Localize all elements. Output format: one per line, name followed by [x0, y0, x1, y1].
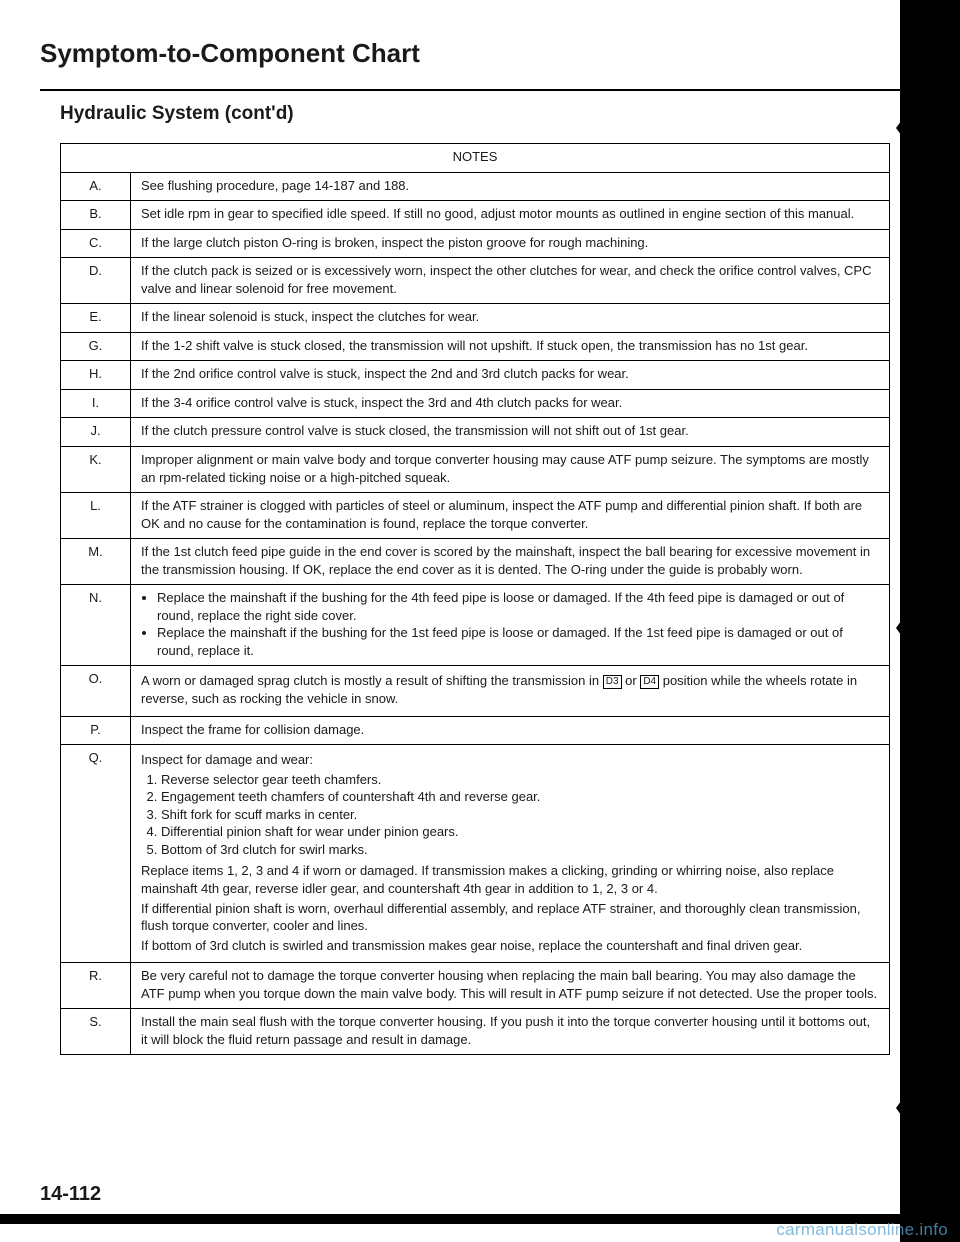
row-letter: A.: [61, 172, 131, 201]
notes-header: NOTES: [61, 144, 890, 173]
row-note: If the clutch pack is seized or is exces…: [131, 258, 890, 304]
row-letter: E.: [61, 304, 131, 333]
binder-tab: [896, 1080, 960, 1136]
binder-edge: [900, 0, 960, 1242]
table-row: S.Install the main seal flush with the t…: [61, 1009, 890, 1055]
table-row: D.If the clutch pack is seized or is exc…: [61, 258, 890, 304]
table-row: M.If the 1st clutch feed pipe guide in t…: [61, 539, 890, 585]
row-letter: L.: [61, 493, 131, 539]
row-note: Be very careful not to damage the torque…: [131, 963, 890, 1009]
row-letter: P.: [61, 716, 131, 745]
table-row: E.If the linear solenoid is stuck, inspe…: [61, 304, 890, 333]
table-row: K.Improper alignment or main valve body …: [61, 447, 890, 493]
row-letter: D.: [61, 258, 131, 304]
page-title: Symptom-to-Component Chart: [40, 38, 930, 77]
row-note: If the 2nd orifice control valve is stuc…: [131, 361, 890, 390]
row-letter: S.: [61, 1009, 131, 1055]
row-letter: H.: [61, 361, 131, 390]
row-note: If the clutch pressure control valve is …: [131, 418, 890, 447]
row-letter: K.: [61, 447, 131, 493]
row-note: If the 1st clutch feed pipe guide in the…: [131, 539, 890, 585]
table-row: Q.Inspect for damage and wear:Reverse se…: [61, 745, 890, 963]
row-letter: N.: [61, 585, 131, 666]
page-number: 14-112: [40, 1183, 101, 1206]
table-row: J.If the clutch pressure control valve i…: [61, 418, 890, 447]
row-note: See flushing procedure, page 14-187 and …: [131, 172, 890, 201]
row-note: Improper alignment or main valve body an…: [131, 447, 890, 493]
table-row: N.Replace the mainshaft if the bushing f…: [61, 585, 890, 666]
row-note: If the linear solenoid is stuck, inspect…: [131, 304, 890, 333]
row-note: Inspect the frame for collision damage.: [131, 716, 890, 745]
table-row: H.If the 2nd orifice control valve is st…: [61, 361, 890, 390]
row-note: If the 3-4 orifice control valve is stuc…: [131, 389, 890, 418]
row-note: Install the main seal flush with the tor…: [131, 1009, 890, 1055]
row-note: If the 1-2 shift valve is stuck closed, …: [131, 332, 890, 361]
title-rule: [40, 89, 930, 91]
gear-symbol: D4: [640, 675, 659, 689]
manual-page: Symptom-to-Component Chart Hydraulic Sys…: [40, 0, 930, 1055]
row-letter: C.: [61, 229, 131, 258]
table-row: B.Set idle rpm in gear to specified idle…: [61, 201, 890, 230]
row-letter: J.: [61, 418, 131, 447]
notes-table: NOTES A.See flushing procedure, page 14-…: [60, 143, 890, 1055]
table-row: O.A worn or damaged sprag clutch is most…: [61, 666, 890, 716]
row-note: Inspect for damage and wear:Reverse sele…: [131, 745, 890, 963]
row-letter: R.: [61, 963, 131, 1009]
table-row: I.If the 3-4 orifice control valve is st…: [61, 389, 890, 418]
row-letter: G.: [61, 332, 131, 361]
row-letter: B.: [61, 201, 131, 230]
row-letter: M.: [61, 539, 131, 585]
row-note: A worn or damaged sprag clutch is mostly…: [131, 666, 890, 716]
row-note: If the large clutch piston O-ring is bro…: [131, 229, 890, 258]
gear-symbol: D3: [603, 675, 622, 689]
row-note: If the ATF strainer is clogged with part…: [131, 493, 890, 539]
table-row: G.If the 1-2 shift valve is stuck closed…: [61, 332, 890, 361]
section-subtitle: Hydraulic System (cont'd): [60, 103, 930, 125]
row-letter: O.: [61, 666, 131, 716]
table-row: P.Inspect the frame for collision damage…: [61, 716, 890, 745]
table-row: L.If the ATF strainer is clogged with pa…: [61, 493, 890, 539]
watermark-text: carmanualsonline.info: [776, 1220, 948, 1240]
table-row: R.Be very careful not to damage the torq…: [61, 963, 890, 1009]
binder-tab: [896, 600, 960, 656]
table-row: C.If the large clutch piston O-ring is b…: [61, 229, 890, 258]
row-letter: I.: [61, 389, 131, 418]
table-row: A.See flushing procedure, page 14-187 an…: [61, 172, 890, 201]
row-letter: Q.: [61, 745, 131, 963]
binder-tab: [896, 100, 960, 156]
row-note: Set idle rpm in gear to specified idle s…: [131, 201, 890, 230]
row-note: Replace the mainshaft if the bushing for…: [131, 585, 890, 666]
